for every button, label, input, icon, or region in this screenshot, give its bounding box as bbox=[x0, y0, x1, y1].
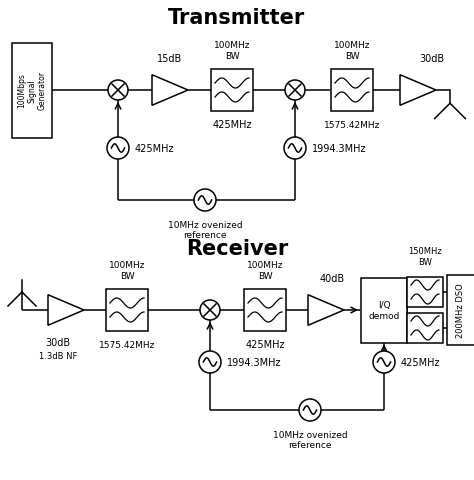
Bar bbox=[211, 70, 253, 112]
Text: 30dB: 30dB bbox=[46, 337, 71, 347]
Bar bbox=[244, 289, 286, 331]
Bar bbox=[361, 278, 407, 343]
Bar bbox=[106, 289, 148, 331]
Text: 425MHz: 425MHz bbox=[212, 120, 252, 130]
Text: 40dB: 40dB bbox=[319, 274, 345, 283]
Text: 425MHz: 425MHz bbox=[135, 144, 174, 154]
Circle shape bbox=[107, 138, 129, 160]
Text: 425MHz: 425MHz bbox=[401, 357, 440, 367]
Circle shape bbox=[285, 81, 305, 101]
Text: 100MHz
BW: 100MHz BW bbox=[334, 41, 370, 60]
Text: 100MHz
BW: 100MHz BW bbox=[247, 261, 283, 280]
Text: I: I bbox=[450, 286, 454, 299]
Bar bbox=[407, 313, 443, 343]
Text: 1575.42MHz: 1575.42MHz bbox=[99, 340, 155, 349]
Bar bbox=[12, 43, 52, 138]
Text: 1994.3MHz: 1994.3MHz bbox=[312, 144, 366, 154]
Circle shape bbox=[200, 300, 220, 320]
Text: 100MHz
BW: 100MHz BW bbox=[214, 41, 250, 60]
Text: I/Q
demod: I/Q demod bbox=[368, 300, 400, 320]
Text: Q: Q bbox=[450, 322, 460, 335]
Circle shape bbox=[199, 351, 221, 373]
Bar bbox=[331, 70, 373, 112]
Circle shape bbox=[108, 81, 128, 101]
Text: 15dB: 15dB bbox=[157, 54, 182, 64]
Text: 425MHz: 425MHz bbox=[245, 339, 285, 349]
Text: 1.3dB NF: 1.3dB NF bbox=[39, 352, 77, 361]
Circle shape bbox=[194, 190, 216, 212]
Bar bbox=[447, 276, 474, 345]
Polygon shape bbox=[48, 295, 84, 325]
Polygon shape bbox=[308, 295, 344, 325]
Bar bbox=[407, 277, 443, 307]
Circle shape bbox=[373, 351, 395, 373]
Text: 200MHz DSO: 200MHz DSO bbox=[456, 283, 465, 337]
Circle shape bbox=[284, 138, 306, 160]
Text: Receiver: Receiver bbox=[186, 239, 288, 258]
Circle shape bbox=[299, 399, 321, 421]
Text: Transmitter: Transmitter bbox=[168, 8, 306, 28]
Text: 1575.42MHz: 1575.42MHz bbox=[324, 120, 380, 129]
Polygon shape bbox=[152, 75, 188, 106]
Text: 10MHz ovenized
reference: 10MHz ovenized reference bbox=[273, 430, 347, 449]
Polygon shape bbox=[400, 75, 436, 106]
Text: 100MHz
BW: 100MHz BW bbox=[109, 261, 145, 280]
Text: 30dB: 30dB bbox=[419, 54, 445, 64]
Text: 1994.3MHz: 1994.3MHz bbox=[227, 357, 282, 367]
Text: 100Mbps
Signal
Generator: 100Mbps Signal Generator bbox=[17, 72, 47, 110]
Text: 150MHz
BW: 150MHz BW bbox=[408, 247, 442, 266]
Text: 10MHz ovenized
reference: 10MHz ovenized reference bbox=[168, 220, 242, 240]
